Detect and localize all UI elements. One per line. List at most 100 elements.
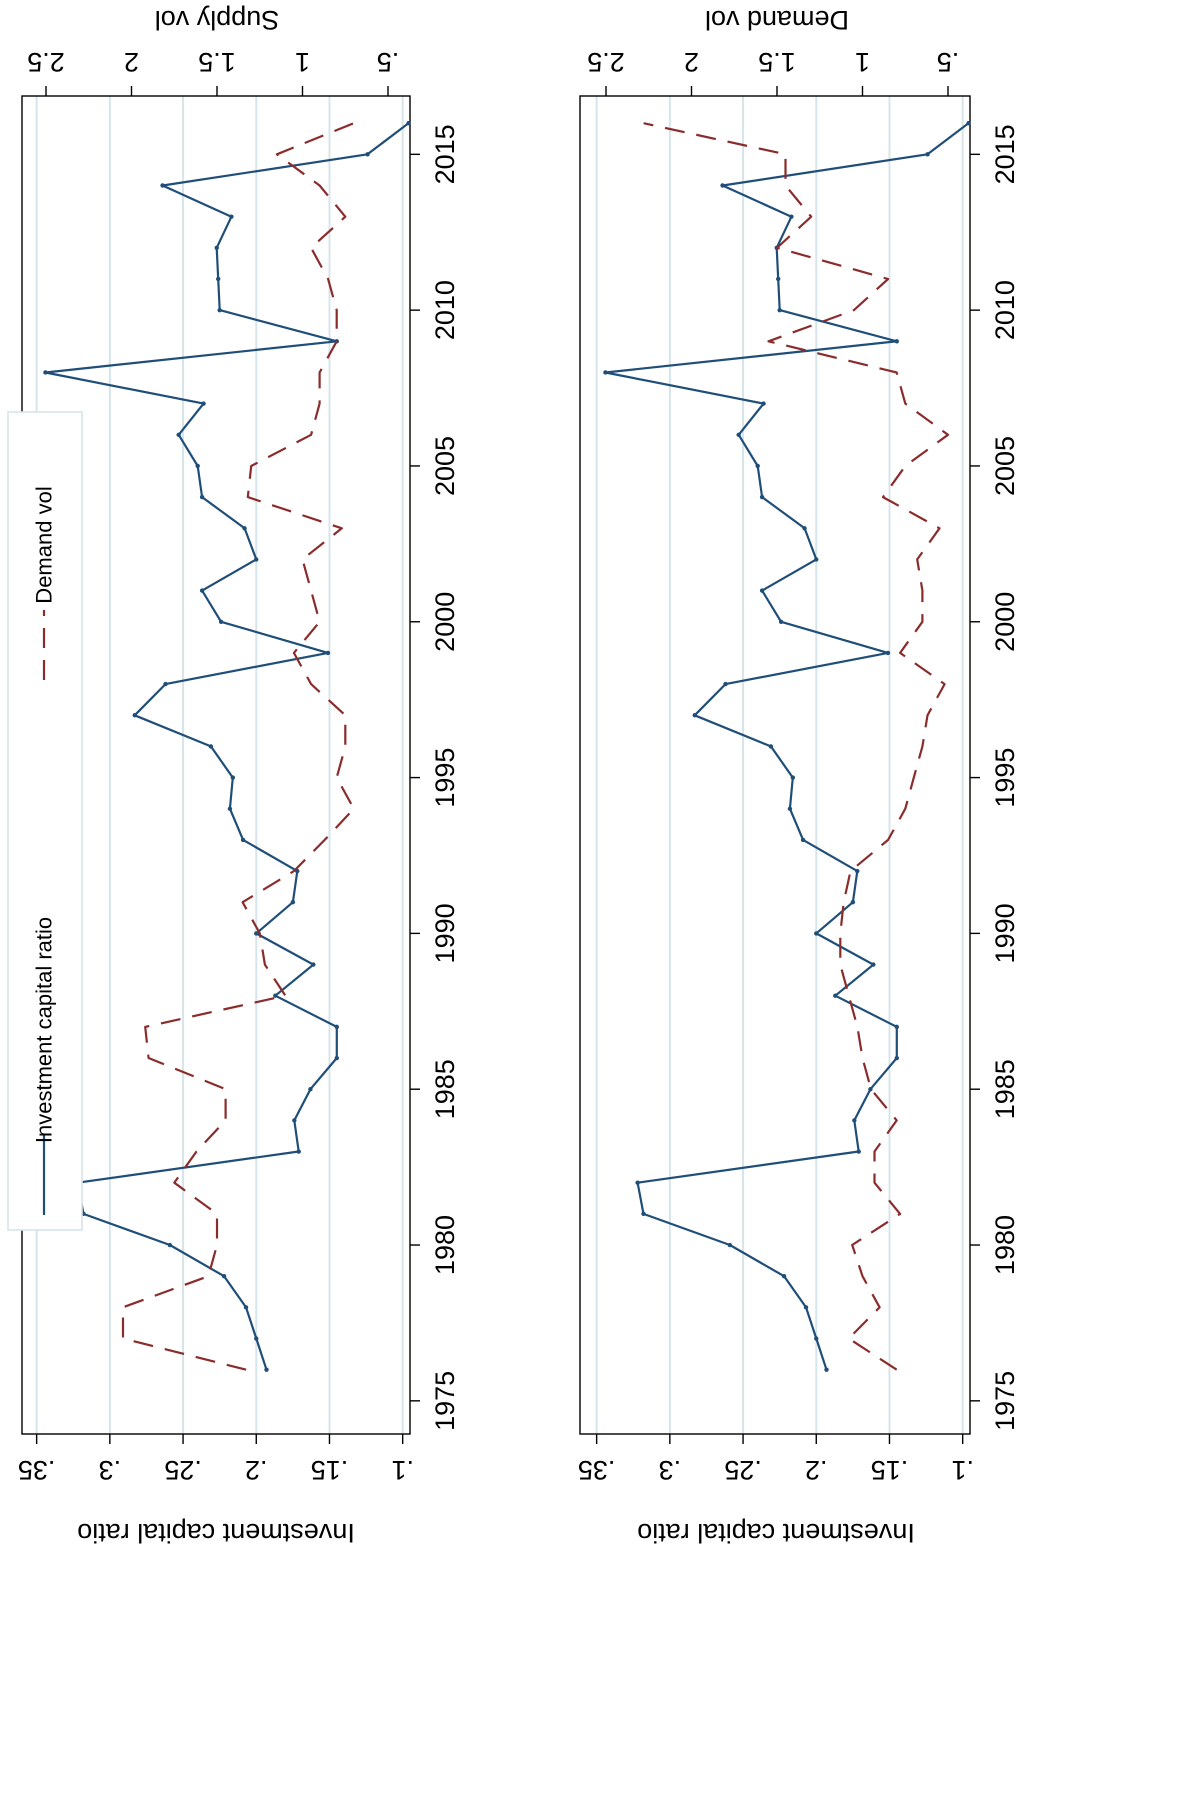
top-panel: 1975 1980 1985 1990 1995 2000 2005 2010 2015 .1 .1… [7,5,460,1548]
left-axis-tick-label: .2 [245,1455,268,1485]
data-point [814,931,819,936]
legend: Investment capital ratio Demand vol [7,411,83,1231]
data-point [768,744,774,749]
data-point [850,900,856,905]
data-point [759,494,765,500]
left-axis-tick-label: .35 [18,1455,56,1485]
right-axis-tick-label: .5 [377,47,400,77]
year-tick-label: 1980 [430,1215,460,1275]
left-axis-tick-label: .3 [99,1455,122,1485]
investment-ratio-line [44,122,410,1371]
data-point [292,1118,297,1123]
data-point [800,837,806,843]
data-point [43,370,48,375]
demand-vol-line [643,122,950,1371]
data-point [208,744,214,749]
data-point [221,1273,227,1279]
right-axis-tick-label: 2 [684,47,699,77]
data-point [199,494,205,500]
data-point [852,1118,857,1123]
year-tick-label: 2010 [990,280,1020,340]
data-point [254,1336,259,1341]
data-point [727,1242,733,1248]
year-tick-label: 2010 [430,280,460,340]
data-point [802,526,807,531]
data-point [230,775,236,780]
data-point [218,619,224,624]
data-point [264,1367,269,1372]
right-axis-tick-label: 1 [295,47,310,77]
year-tick-label: 2015 [430,124,460,184]
year-tick-label: 1995 [990,748,1020,808]
right-axis-tick-label: 2.5 [587,47,625,77]
right-axis-tick-label: 1.5 [198,47,236,77]
data-point [201,401,206,406]
right-axis-title: Supply vol [155,5,280,35]
bottom-panel: 1975 1980 1985 1990 1995 2000 2005 2010 2015 .1 .1… [578,5,1020,1548]
legend-label: Demand vol [32,486,57,603]
data-point [925,152,930,157]
year-tick-label: 2000 [430,592,460,652]
data-point [787,806,793,811]
data-point [199,588,205,593]
data-point [254,931,259,936]
year-tick-label: 1985 [990,1059,1020,1119]
data-point [824,1367,829,1372]
data-point [406,120,411,126]
left-axis-tick-label: .15 [871,1455,909,1485]
data-point [242,526,247,531]
year-tick-label: 1985 [430,1059,460,1119]
legend-label: Investment capital ratio [32,917,57,1143]
data-point [334,1024,339,1030]
data-point [803,1305,809,1310]
data-point [254,557,259,562]
data-point [894,1055,899,1061]
data-point [720,183,725,188]
year-tick-label: 1990 [430,903,460,963]
left-axis-tick-label: .1 [391,1455,414,1485]
data-point [195,463,200,469]
right-axis-tick-label: 2.5 [27,47,65,77]
data-point [311,962,316,967]
data-point [755,463,760,469]
year-tick-label: 1975 [990,1371,1020,1431]
data-point [132,713,137,718]
data-point [723,681,728,687]
plot-frame [579,95,971,1435]
right-axis-title: Demand vol [705,5,849,35]
data-point [641,1211,646,1217]
demand-vol-line [121,122,355,1371]
data-point [966,120,971,126]
year-tick-label: 1975 [430,1371,460,1431]
data-point [814,557,819,562]
data-point [229,214,234,219]
left-axis-tick-label: .15 [311,1455,349,1485]
data-point [856,1149,861,1154]
left-axis-tick-label: .1 [951,1455,974,1485]
year-tick-label: 1980 [990,1215,1020,1275]
data-point [894,1024,899,1030]
data-point [789,214,794,219]
data-point [603,370,608,375]
data-point [790,775,796,780]
data-point [217,307,222,313]
year-tick-label: 1995 [430,748,460,808]
data-point [176,432,181,437]
data-point [163,681,168,687]
data-point [167,1242,173,1248]
data-point [855,868,860,874]
data-point [334,1055,339,1061]
data-point [761,401,766,406]
data-point [814,1336,819,1341]
data-point [160,183,165,188]
data-point [775,276,781,282]
left-axis-tick-label: .25 [724,1455,762,1485]
data-point [871,962,876,967]
year-tick-label: 2005 [430,436,460,496]
data-point [635,1180,640,1185]
data-point [759,588,765,593]
data-point [736,432,741,437]
data-point [777,307,782,313]
data-point [868,1087,873,1092]
